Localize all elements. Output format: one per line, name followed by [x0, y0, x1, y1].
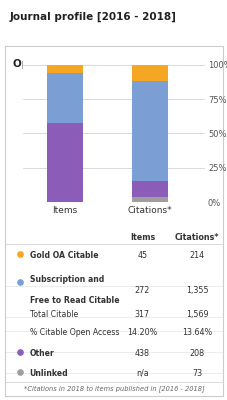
Text: 1,569: 1,569 [185, 310, 207, 319]
Text: 208: 208 [189, 349, 204, 358]
Text: Gold OA Citable: Gold OA Citable [30, 251, 98, 260]
Bar [47, 73, 83, 122]
Text: Citations*: Citations* [174, 233, 218, 242]
Bar [132, 65, 167, 81]
Text: Unlinked: Unlinked [30, 369, 68, 378]
Text: 317: 317 [134, 310, 149, 319]
Text: Free to Read Citable: Free to Read Citable [30, 296, 119, 305]
Text: *Citations in 2018 to items published in [2016 - 2018]: *Citations in 2018 to items published in… [24, 386, 203, 392]
Text: Open Access (OA) [Beta]: Open Access (OA) [Beta] [13, 58, 157, 68]
Text: 13.64%: 13.64% [181, 328, 211, 337]
Bar [47, 122, 83, 202]
Bar [132, 181, 167, 196]
Bar [132, 81, 167, 181]
Text: Journal profile [2016 - 2018]: Journal profile [2016 - 2018] [9, 12, 175, 22]
Text: Total Citable: Total Citable [30, 310, 78, 319]
Text: 438: 438 [134, 349, 149, 358]
Bar [132, 196, 167, 202]
Text: Items: Items [129, 233, 154, 242]
Text: 214: 214 [189, 251, 204, 260]
Text: 1,355: 1,355 [185, 286, 207, 295]
Text: 14.20%: 14.20% [127, 328, 157, 337]
Text: 272: 272 [134, 286, 150, 295]
Text: Subscription and: Subscription and [30, 275, 104, 284]
Text: % Citable Open Access: % Citable Open Access [30, 328, 119, 337]
Text: 45: 45 [137, 251, 147, 260]
Text: n/a: n/a [136, 369, 148, 378]
Text: Other: Other [30, 349, 54, 358]
Text: 73: 73 [191, 369, 201, 378]
Bar [47, 65, 83, 73]
